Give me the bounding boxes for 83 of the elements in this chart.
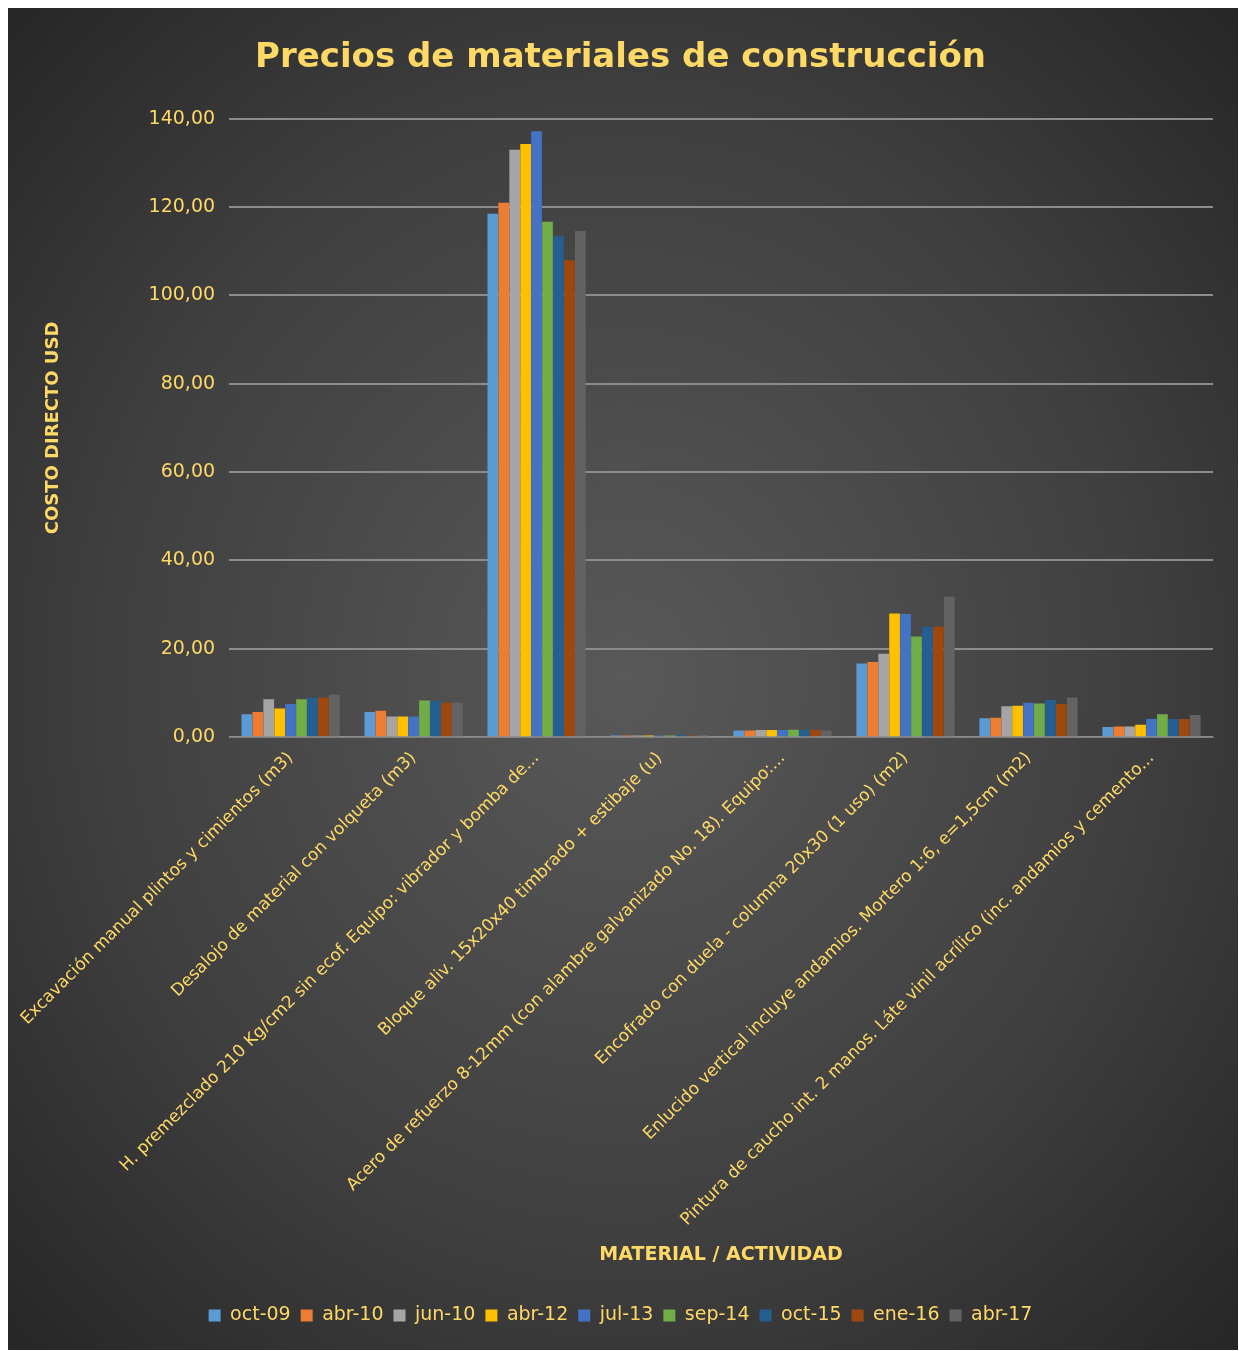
bar [307,697,318,737]
bar [531,131,542,737]
legend-label: abr-10 [322,1302,384,1325]
bar [979,718,991,737]
bar [922,626,933,737]
bar [574,230,586,737]
y-tick-label: 20,00 [160,635,216,658]
bar [788,729,799,737]
bar [990,717,1002,737]
bar [328,694,340,737]
y-tick-label: 100,00 [148,282,216,305]
bar [900,613,911,737]
bar [889,613,900,737]
bar [451,702,463,737]
bar [408,716,419,737]
y-tick-label: 60,00 [160,459,216,482]
bar [755,730,767,737]
y-tick-label: 40,00 [160,547,216,570]
legend-label: oct-09 [230,1302,291,1325]
bar [1012,705,1023,737]
bar [498,202,510,737]
bar [542,221,553,737]
bar [1135,724,1146,737]
bar [397,716,408,737]
bar [1066,697,1078,737]
bar [932,626,944,737]
legend-label: oct-15 [781,1302,842,1325]
y-tick-label: 140,00 [148,105,216,128]
bar [1045,700,1056,737]
bar [1102,726,1114,737]
x-axis-title: MATERIAL / ACTIVIDAD [599,1241,843,1264]
bar [1146,719,1157,737]
chart-title: Precios de materiales de construcción [255,35,986,76]
y-tick-label: 0,00 [172,724,216,747]
bar [1168,719,1179,737]
bar [943,596,955,737]
bar [1034,703,1045,737]
bar [856,663,868,737]
y-axis-title: COSTO DIRECTO USD [41,321,63,535]
bar [296,699,307,737]
bar [1001,706,1013,737]
bar [364,711,376,737]
bar [1178,719,1190,737]
legend-label: abr-17 [971,1302,1033,1325]
bar [744,730,756,737]
legend-label: abr-12 [506,1302,569,1325]
bar [375,710,387,737]
bar [799,730,810,737]
bar [1157,714,1168,737]
bar [867,662,879,737]
bar [1113,726,1125,737]
bar [419,700,430,737]
bar [263,699,275,737]
bar [733,730,745,737]
y-tick-label: 80,00 [160,370,216,393]
bar [487,213,499,737]
bar [1124,726,1135,737]
bar [777,730,788,737]
bar [520,143,531,737]
bar [509,149,521,737]
bar [285,704,296,737]
bar [809,730,821,737]
bar [274,708,286,737]
bar [386,716,398,737]
bar [553,236,564,737]
legend-label: jun-10 [414,1302,476,1325]
legend-label: ene-16 [873,1302,940,1325]
bar [820,730,832,737]
bar [878,653,890,737]
y-tick-label: 120,00 [148,194,216,217]
bar [318,697,329,737]
bar [241,714,253,737]
bar [911,636,922,737]
bar [1055,704,1067,737]
bar [564,260,575,737]
bar [766,730,777,737]
bar [1189,715,1201,737]
bar [441,702,452,737]
legend-label: sep-14 [684,1302,750,1325]
bar [252,711,264,737]
bar [1023,702,1034,737]
legend-label: jul-13 [598,1302,654,1325]
bar [430,700,441,737]
